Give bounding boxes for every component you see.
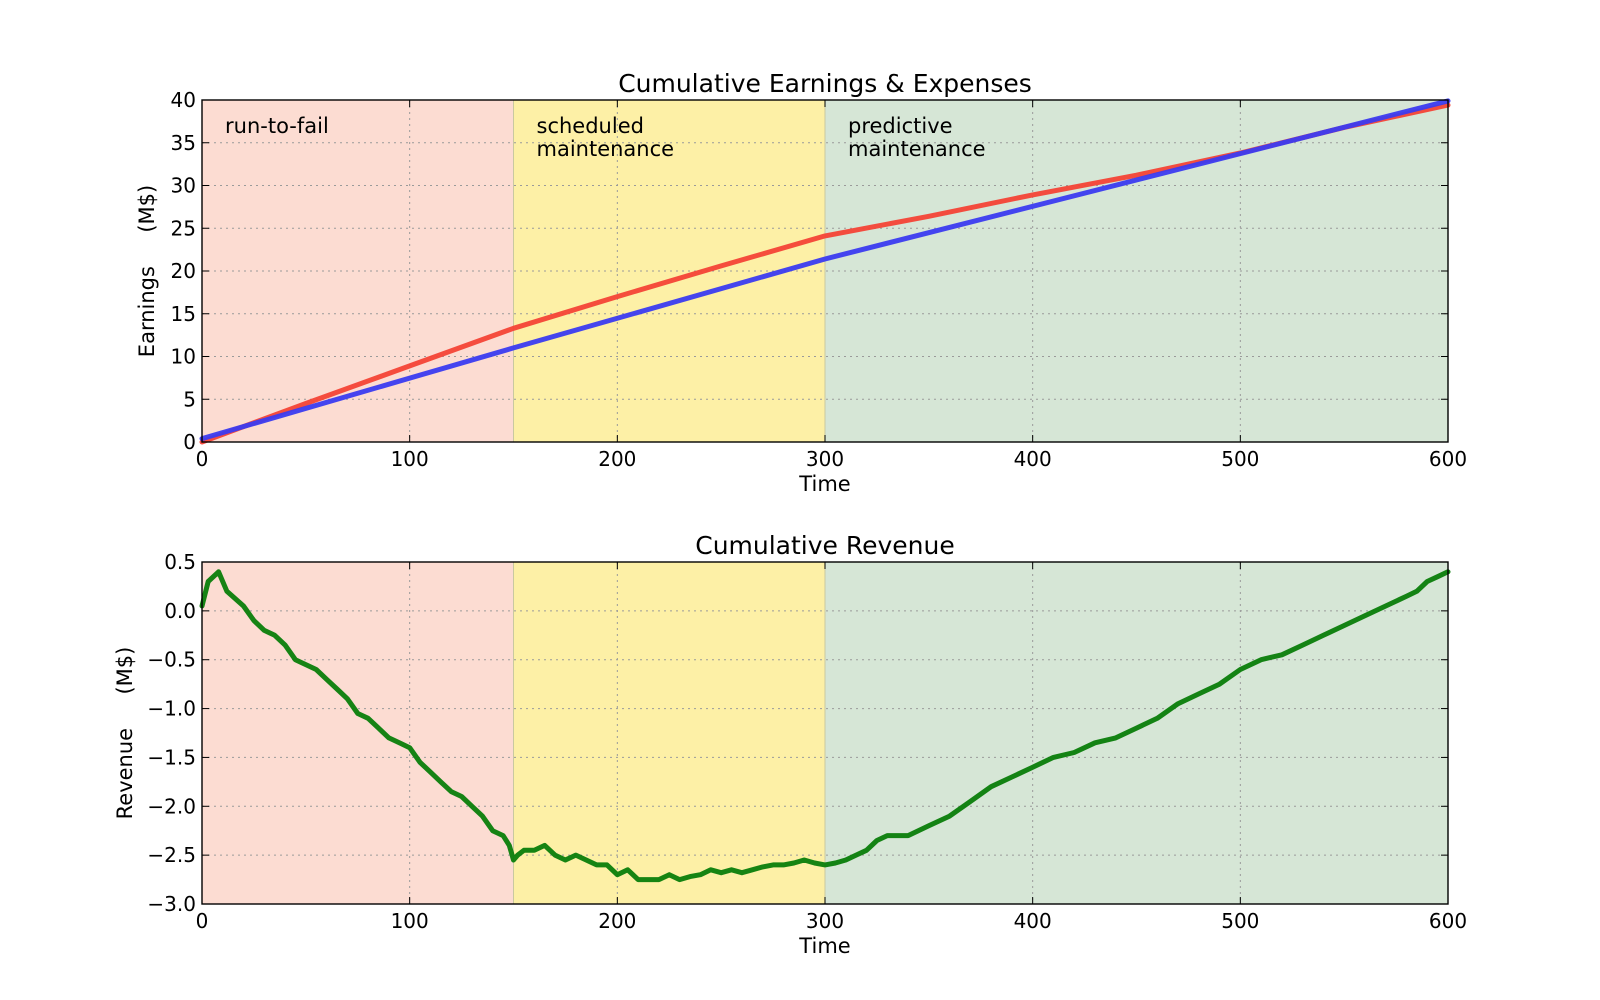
chart-title: Cumulative Revenue <box>695 531 955 560</box>
y-tick-label: −1.5 <box>147 745 196 769</box>
x-tick-label: 400 <box>1014 909 1052 933</box>
x-tick-label: 600 <box>1429 909 1467 933</box>
x-tick-label: 200 <box>598 447 636 471</box>
y-tick-label: 0.0 <box>164 599 196 623</box>
y-tick-label: −0.5 <box>147 648 196 672</box>
chart-title: Cumulative Earnings & Expenses <box>618 69 1032 98</box>
y-tick-label: −2.0 <box>147 794 196 818</box>
y-tick-label: 15 <box>171 302 196 326</box>
phase-region-1 <box>513 562 825 904</box>
revenue-chart: 0 100 200 300 400 500 600 −3.0 −2.5 −2.0 −1.5 −1.0 −… <box>113 531 1467 958</box>
y-tick-label: 20 <box>171 259 196 283</box>
x-tick-label: 600 <box>1429 447 1467 471</box>
x-axis-label: Time <box>798 472 850 496</box>
x-tick-label: 500 <box>1221 909 1259 933</box>
y-tick-label: 40 <box>171 88 196 112</box>
phase-label-0: run-to-fail <box>225 114 329 138</box>
x-axis-label: Time <box>798 934 850 958</box>
phase-annotations: run-to-fail scheduled maintenance predictiv… <box>225 114 986 161</box>
y-tick-label: −1.0 <box>147 697 196 721</box>
y-tick-label: 0.5 <box>164 550 196 574</box>
earnings-expenses-chart: run-to-fail scheduled maintenance predictiv… <box>135 69 1467 496</box>
y-tick-label: 25 <box>171 216 196 240</box>
phase-label-2: predictive maintenance <box>848 114 986 161</box>
x-tick-label: 500 <box>1221 447 1259 471</box>
x-tick-label: 0 <box>196 447 209 471</box>
y-tick-label: 0 <box>183 430 196 454</box>
y-axis-label: Earnings (M$) <box>135 185 159 357</box>
phase-label-1: scheduled maintenance <box>537 114 675 161</box>
x-tick-label: 100 <box>391 909 429 933</box>
x-tick-label: 200 <box>598 909 636 933</box>
y-tick-label: 35 <box>171 131 196 155</box>
series-line-0 <box>199 569 1451 883</box>
y-axis-label: Revenue (M$) <box>113 647 137 820</box>
phase-region-2 <box>825 562 1448 904</box>
y-tick-label: −3.0 <box>147 892 196 916</box>
x-tick-label: 400 <box>1014 447 1052 471</box>
series-line-1 <box>199 98 1451 442</box>
x-tick-label: 300 <box>806 909 844 933</box>
x-tick-label: 0 <box>196 909 209 933</box>
y-tick-label: 10 <box>171 345 196 369</box>
y-tick-label: 5 <box>183 387 196 411</box>
axis-ticks: 0 100 200 300 400 500 600 −3.0 −2.5 −2.0 −1.5 −1.0 −… <box>147 550 1467 933</box>
series-lines <box>199 569 1451 883</box>
x-tick-label: 100 <box>391 447 429 471</box>
y-tick-label: 30 <box>171 174 196 198</box>
axis-ticks: 0 100 200 300 400 500 600 0 5 10 15 20 25 30 35 40 <box>171 88 1468 471</box>
y-tick-label: −2.5 <box>147 843 196 867</box>
series-lines <box>199 98 1451 445</box>
x-tick-label: 300 <box>806 447 844 471</box>
